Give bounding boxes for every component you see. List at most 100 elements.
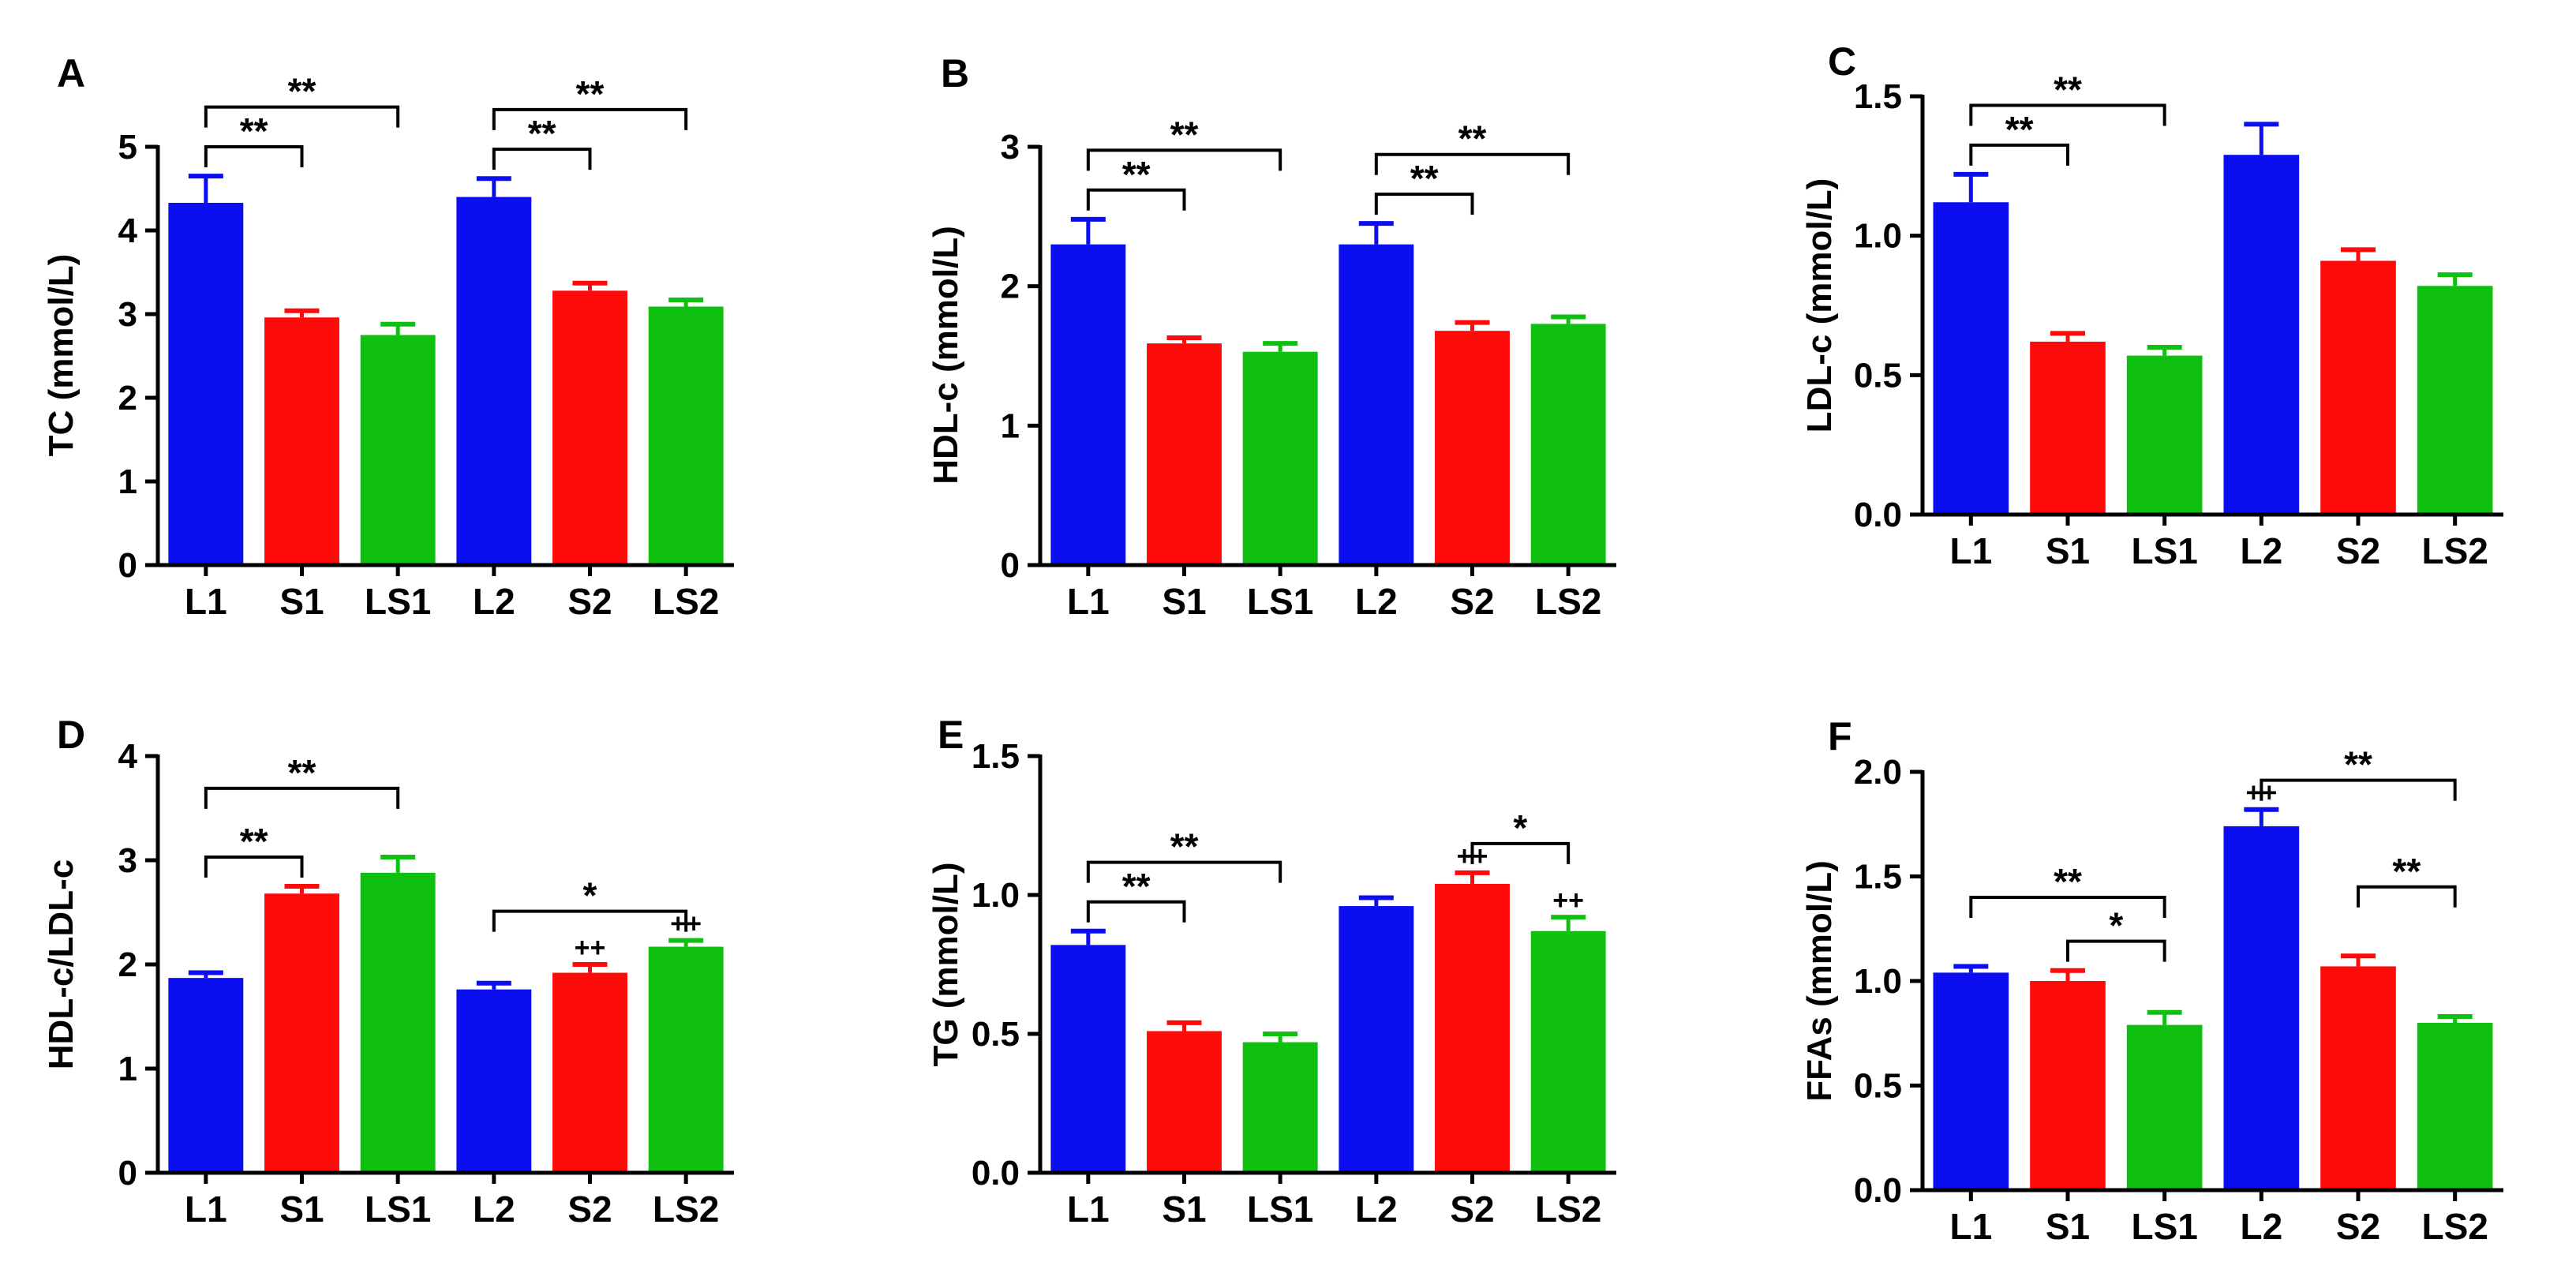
significance-bracket xyxy=(1969,103,2166,126)
bar-s1 xyxy=(264,317,339,565)
bar-s2 xyxy=(2320,260,2396,515)
x-tick-label: S2 xyxy=(2336,530,2380,571)
x-tick-label: L1 xyxy=(1949,1206,1992,1247)
significance-label: ** xyxy=(2054,69,2082,110)
bar-s1 xyxy=(2030,981,2106,1190)
x-tick-label: S1 xyxy=(2046,530,2090,571)
y-tick-label: 2 xyxy=(118,379,137,417)
x-tick-label: L2 xyxy=(1355,581,1398,622)
significance-mark: ++ xyxy=(1552,886,1584,915)
significance-bracket xyxy=(492,909,688,932)
significance-label: ** xyxy=(1410,158,1439,199)
x-tick-label: S2 xyxy=(567,1189,612,1230)
bar-ls1 xyxy=(360,872,436,1173)
panel-letter: B xyxy=(941,51,969,95)
panel-letter: F xyxy=(1828,714,1852,758)
significance-label: ** xyxy=(1458,118,1487,159)
chart-panel-f: F FFAs (mmol/L) 0.0 0.5 1.0 1.5 2.0 L1 S1 LS1 L2 S2… xyxy=(1800,714,2503,1247)
significance-label: * xyxy=(583,875,597,916)
y-tick-label: 0 xyxy=(118,546,137,585)
x-tick-label: LS1 xyxy=(1247,1189,1313,1230)
y-axis-title: HDL-c/LDL-c xyxy=(42,859,80,1069)
x-tick-label: S1 xyxy=(2046,1206,2090,1247)
chart-panel-e: ETG (mmol/L)0.00.51.01.5L1 S1 LS1 L2 S2 LS2**… xyxy=(927,713,1616,1230)
y-tick-label: 2 xyxy=(1001,268,1020,306)
x-tick-label: S1 xyxy=(1162,1189,1206,1230)
x-tick-label: LS1 xyxy=(2131,1206,2197,1247)
x-tick-label: S2 xyxy=(1450,581,1494,622)
x-tick-label: LS2 xyxy=(2421,1206,2488,1247)
y-tick-label: 4 xyxy=(118,212,138,250)
y-tick-label: 1 xyxy=(118,1050,137,1088)
x-tick-label: L1 xyxy=(185,1189,227,1230)
y-tick-label: 0.0 xyxy=(972,1154,1020,1193)
bar-s2 xyxy=(552,290,627,565)
significance-mark: ++ xyxy=(2245,778,2277,808)
significance-bracket xyxy=(1969,143,2069,166)
bar-ls2 xyxy=(2417,286,2493,515)
x-tick-label: LS2 xyxy=(1535,1189,1601,1230)
y-tick-label: 0.5 xyxy=(1854,1067,1902,1106)
bar-ls1 xyxy=(360,335,436,565)
significance-bracket xyxy=(204,856,304,878)
y-axis-title: TC (mmol/L) xyxy=(42,254,80,457)
x-tick-label: LS1 xyxy=(365,1189,431,1230)
significance-label: ** xyxy=(2054,861,2082,902)
significance-label: ** xyxy=(1170,826,1199,867)
bar-l2 xyxy=(456,197,532,565)
y-tick-label: 0.0 xyxy=(1854,496,1902,534)
x-tick-label: S1 xyxy=(1162,581,1206,622)
x-tick-label: L2 xyxy=(2240,530,2282,571)
y-tick-label: 0 xyxy=(1001,546,1020,585)
x-tick-label: S2 xyxy=(567,581,612,622)
bar-s2 xyxy=(552,972,627,1173)
significance-label: ** xyxy=(2005,109,2034,150)
significance-label: ** xyxy=(2392,851,2421,892)
significance-bracket xyxy=(1374,152,1571,175)
significance-bracket xyxy=(1086,900,1186,923)
bar-l1 xyxy=(1933,202,2009,515)
x-tick-label: L1 xyxy=(1067,581,1110,622)
panel-letter: E xyxy=(938,713,964,757)
significance-label: ** xyxy=(528,113,556,154)
x-tick-label: L1 xyxy=(1067,1189,1110,1230)
bar-ls1 xyxy=(1242,351,1318,565)
significance-label: ** xyxy=(288,752,316,793)
significance-bracket xyxy=(492,107,688,130)
y-tick-label: 1.0 xyxy=(1854,217,1902,256)
x-tick-label: LS1 xyxy=(1247,581,1313,622)
y-tick-label: 1.0 xyxy=(1854,962,1902,1001)
y-axis-title: LDL-c (mmol/L) xyxy=(1800,178,1839,433)
x-tick-label: L1 xyxy=(1949,530,1992,571)
x-tick-label: L1 xyxy=(185,581,227,622)
significance-label: ** xyxy=(240,110,268,152)
y-axis-title: HDL-c (mmol/L) xyxy=(927,226,965,485)
bar-ls1 xyxy=(1242,1042,1318,1173)
bar-s2 xyxy=(1435,331,1510,565)
significance-label: * xyxy=(2109,905,2123,946)
bar-s1 xyxy=(1147,1031,1222,1173)
bar-ls1 xyxy=(2126,1024,2203,1190)
chart-panel-c: C LDL-c (mmol/L) 0.0 0.5 1.0 1.5 L1 S1 LS1 L2 S2 LS… xyxy=(1800,39,2503,571)
significance-label: ** xyxy=(576,73,605,114)
y-tick-label: 3 xyxy=(118,295,137,334)
bar-l2 xyxy=(1339,244,1414,565)
significance-mark: ++ xyxy=(575,933,606,963)
significance-bracket xyxy=(1374,193,1474,215)
bar-s1 xyxy=(1147,343,1222,565)
x-tick-label: S2 xyxy=(2336,1206,2380,1247)
y-tick-label: 1.0 xyxy=(972,876,1020,915)
significance-bracket xyxy=(1086,148,1282,171)
bar-l2 xyxy=(2223,826,2300,1190)
y-tick-label: 1.5 xyxy=(972,737,1020,776)
significance-mark: ++ xyxy=(1457,841,1488,871)
x-tick-label: L2 xyxy=(473,581,515,622)
y-tick-label: 0.0 xyxy=(1854,1171,1902,1210)
significance-bracket xyxy=(204,145,304,167)
significance-label: ** xyxy=(1122,154,1151,195)
significance-label: ** xyxy=(1122,866,1151,907)
x-tick-label: LS2 xyxy=(1535,581,1601,622)
panel-letter: C xyxy=(1828,39,1856,84)
bar-l1 xyxy=(1050,945,1126,1173)
